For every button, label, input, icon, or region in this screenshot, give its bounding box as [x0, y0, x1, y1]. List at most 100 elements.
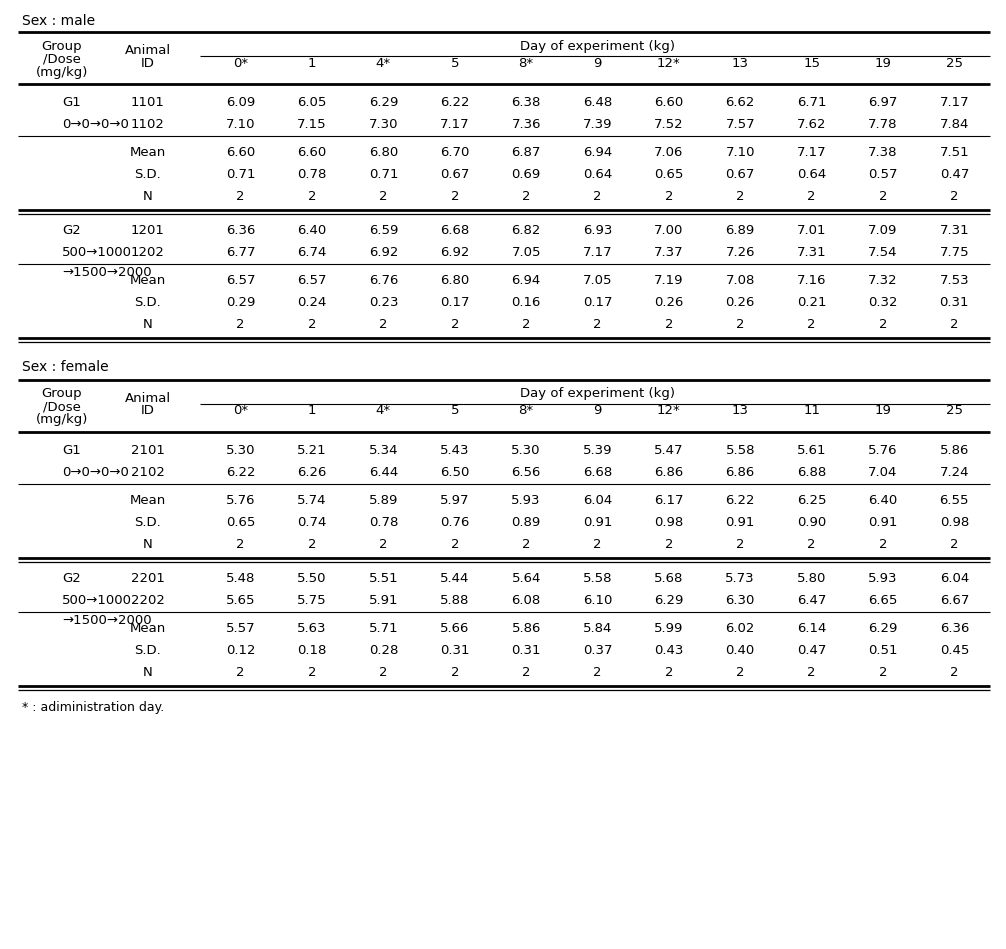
- Text: 7.00: 7.00: [654, 224, 683, 236]
- Text: 7.54: 7.54: [868, 246, 897, 258]
- Text: 5.93: 5.93: [868, 571, 897, 585]
- Text: 1201: 1201: [131, 224, 165, 236]
- Text: 5.68: 5.68: [654, 571, 683, 585]
- Text: 2201: 2201: [131, 571, 165, 585]
- Text: 6.68: 6.68: [582, 466, 612, 478]
- Text: 7.26: 7.26: [725, 246, 754, 258]
- Text: 19: 19: [874, 404, 891, 418]
- Text: 7.17: 7.17: [797, 145, 826, 158]
- Text: 5.63: 5.63: [298, 622, 327, 635]
- Text: 5.84: 5.84: [582, 622, 613, 635]
- Text: 0.47: 0.47: [797, 643, 826, 657]
- Text: 6.09: 6.09: [226, 96, 256, 108]
- Text: 7.04: 7.04: [868, 466, 897, 478]
- Text: 2202: 2202: [131, 593, 165, 606]
- Text: 7.38: 7.38: [868, 145, 897, 158]
- Text: 0.91: 0.91: [582, 515, 613, 529]
- Text: 2: 2: [236, 190, 244, 202]
- Text: 2: 2: [594, 318, 602, 330]
- Text: S.D.: S.D.: [135, 295, 161, 308]
- Text: 6.92: 6.92: [440, 246, 470, 258]
- Text: 2102: 2102: [131, 466, 165, 478]
- Text: N: N: [143, 190, 153, 202]
- Text: 7.17: 7.17: [582, 246, 613, 258]
- Text: 0.74: 0.74: [298, 515, 327, 529]
- Text: 0.17: 0.17: [440, 295, 470, 308]
- Text: 2: 2: [878, 190, 887, 202]
- Text: 7.08: 7.08: [725, 273, 754, 287]
- Text: 0.57: 0.57: [868, 168, 897, 180]
- Text: G1: G1: [62, 96, 80, 108]
- Text: 0.91: 0.91: [868, 515, 897, 529]
- Text: 5.76: 5.76: [868, 443, 897, 456]
- Text: 0.24: 0.24: [298, 295, 327, 308]
- Text: 7.52: 7.52: [654, 118, 684, 131]
- Text: 8*: 8*: [518, 404, 534, 418]
- Text: 0.98: 0.98: [654, 515, 683, 529]
- Text: 6.57: 6.57: [226, 273, 256, 287]
- Text: 2: 2: [736, 665, 744, 679]
- Text: 0.76: 0.76: [440, 515, 470, 529]
- Text: 7.10: 7.10: [226, 118, 256, 131]
- Text: Mean: Mean: [130, 622, 166, 635]
- Text: 0→0→0→0: 0→0→0→0: [62, 466, 129, 478]
- Text: 0.71: 0.71: [226, 168, 256, 180]
- Text: 2: 2: [878, 318, 887, 330]
- Text: 5.66: 5.66: [440, 622, 470, 635]
- Text: 5.44: 5.44: [440, 571, 470, 585]
- Text: 0.71: 0.71: [368, 168, 398, 180]
- Text: 7.01: 7.01: [797, 224, 826, 236]
- Text: 2: 2: [308, 665, 316, 679]
- Text: 6.38: 6.38: [511, 96, 541, 108]
- Text: S.D.: S.D.: [135, 168, 161, 180]
- Text: 0.40: 0.40: [725, 643, 754, 657]
- Text: 1: 1: [308, 404, 316, 418]
- Text: 7.19: 7.19: [654, 273, 684, 287]
- Text: 5: 5: [451, 57, 459, 69]
- Text: 5.61: 5.61: [797, 443, 826, 456]
- Text: 12*: 12*: [657, 57, 681, 69]
- Text: 7.24: 7.24: [940, 466, 969, 478]
- Text: 6.97: 6.97: [868, 96, 897, 108]
- Text: 15: 15: [803, 57, 820, 69]
- Text: 5.48: 5.48: [226, 571, 256, 585]
- Text: Day of experiment (kg): Day of experiment (kg): [520, 40, 675, 52]
- Text: ID: ID: [141, 57, 155, 69]
- Text: 6.22: 6.22: [725, 493, 754, 507]
- Text: 7.17: 7.17: [940, 96, 969, 108]
- Text: 6.74: 6.74: [298, 246, 327, 258]
- Text: Mean: Mean: [130, 145, 166, 158]
- Text: 6.55: 6.55: [940, 493, 969, 507]
- Text: S.D.: S.D.: [135, 643, 161, 657]
- Text: 6.47: 6.47: [797, 593, 826, 606]
- Text: 5.43: 5.43: [440, 443, 470, 456]
- Text: 6.48: 6.48: [582, 96, 612, 108]
- Text: 2: 2: [808, 665, 816, 679]
- Text: 2: 2: [236, 537, 244, 550]
- Text: 2: 2: [594, 665, 602, 679]
- Text: 5.58: 5.58: [725, 443, 754, 456]
- Text: 2: 2: [236, 665, 244, 679]
- Text: 5.88: 5.88: [440, 593, 470, 606]
- Text: 2: 2: [594, 537, 602, 550]
- Text: 5.76: 5.76: [226, 493, 256, 507]
- Text: 4*: 4*: [376, 404, 391, 418]
- Text: 6.57: 6.57: [298, 273, 327, 287]
- Text: 0.67: 0.67: [725, 168, 754, 180]
- Text: 5.50: 5.50: [298, 571, 327, 585]
- Text: 6.05: 6.05: [298, 96, 327, 108]
- Text: 6.70: 6.70: [440, 145, 470, 158]
- Text: 6.30: 6.30: [725, 593, 754, 606]
- Text: 6.29: 6.29: [654, 593, 683, 606]
- Text: 6.04: 6.04: [582, 493, 612, 507]
- Text: 0.51: 0.51: [868, 643, 897, 657]
- Text: →1500→2000: →1500→2000: [62, 613, 152, 626]
- Text: 0.31: 0.31: [511, 643, 541, 657]
- Text: 6.25: 6.25: [797, 493, 826, 507]
- Text: 6.86: 6.86: [725, 466, 754, 478]
- Text: 5.21: 5.21: [297, 443, 327, 456]
- Text: 5.65: 5.65: [226, 593, 256, 606]
- Text: 6.22: 6.22: [440, 96, 470, 108]
- Text: 6.68: 6.68: [441, 224, 470, 236]
- Text: G2: G2: [62, 224, 80, 236]
